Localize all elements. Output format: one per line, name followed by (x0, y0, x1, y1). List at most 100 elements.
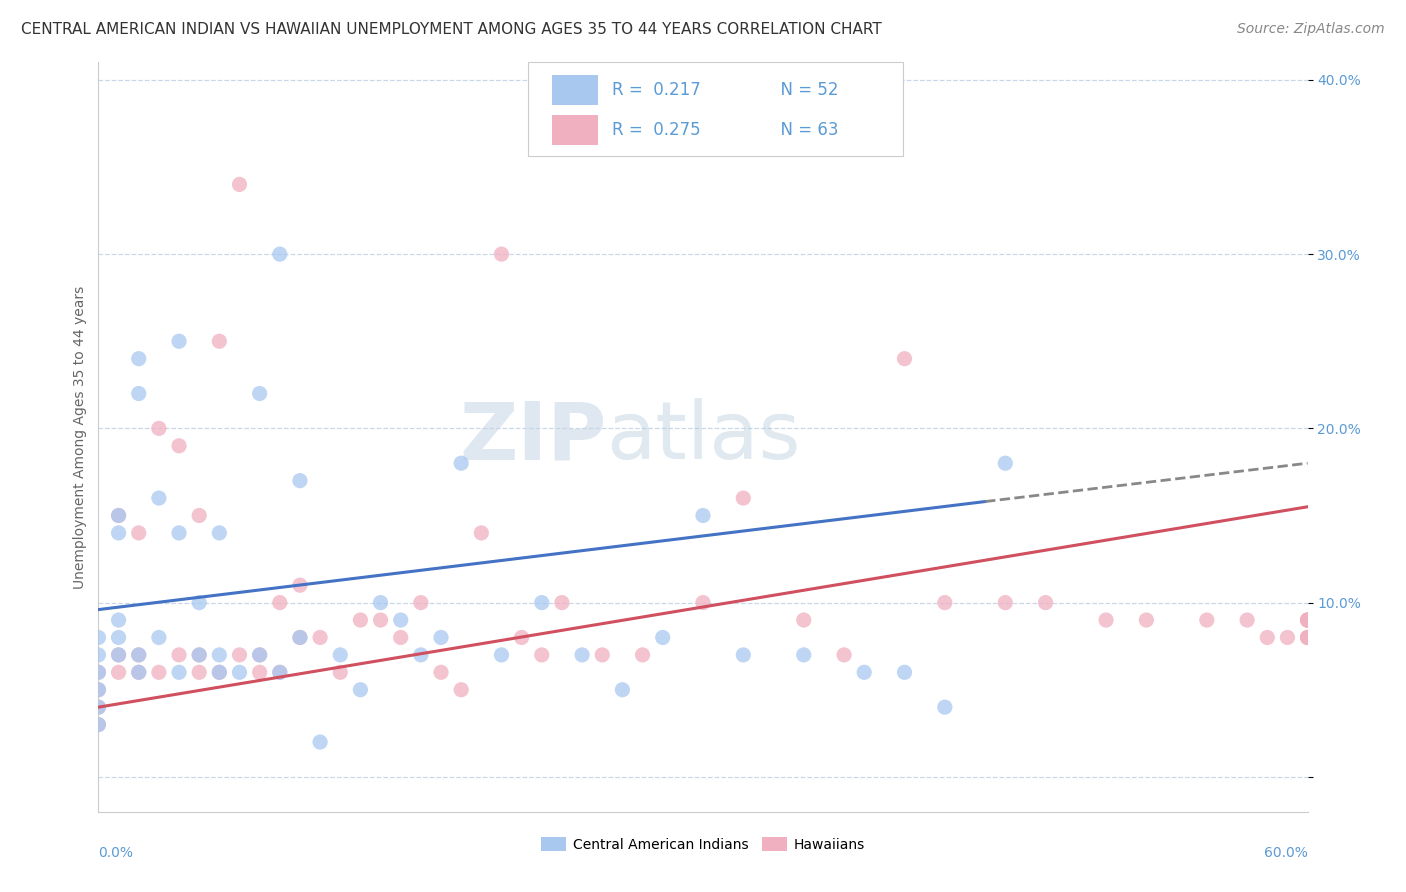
Point (208, 334, 231, 349)
Point (188, 648, 211, 662)
Point (269, 665, 291, 680)
FancyBboxPatch shape (527, 62, 903, 156)
Text: CENTRAL AMERICAN INDIAN VS HAWAIIAN UNEMPLOYMENT AMONG AGES 35 TO 44 YEARS CORRE: CENTRAL AMERICAN INDIAN VS HAWAIIAN UNEM… (21, 22, 882, 37)
Point (1195, 613, 1218, 627)
Point (87, 717, 110, 731)
Point (1296, 631, 1319, 645)
Point (329, 648, 352, 662)
Point (208, 525, 231, 540)
Point (128, 351, 150, 366)
Point (853, 665, 876, 680)
Point (87, 700, 110, 714)
Point (128, 386, 150, 401)
Point (208, 648, 231, 662)
Point (167, 525, 190, 540)
Bar (551, 115, 598, 145)
Point (551, 596, 574, 610)
Point (409, 596, 432, 610)
Point (370, 596, 392, 610)
Point (491, 648, 513, 662)
Point (269, 596, 291, 610)
Point (1256, 631, 1278, 645)
Point (107, 648, 129, 662)
Text: R =  0.275: R = 0.275 (613, 121, 702, 139)
Text: 60.0%: 60.0% (1264, 847, 1308, 861)
Point (167, 665, 190, 680)
Point (430, 631, 453, 645)
Point (269, 247, 291, 261)
Legend: Central American Indians, Hawaiians: Central American Indians, Hawaiians (536, 831, 870, 857)
Text: atlas: atlas (606, 398, 800, 476)
Point (934, 700, 956, 714)
Point (530, 648, 553, 662)
Point (249, 386, 271, 401)
Point (530, 596, 553, 610)
Point (450, 456, 472, 470)
Point (692, 596, 714, 610)
Point (832, 648, 855, 662)
Point (288, 474, 311, 488)
Point (148, 491, 170, 505)
Point (288, 631, 311, 645)
Point (793, 613, 815, 627)
Bar (551, 75, 598, 105)
Text: N = 63: N = 63 (769, 121, 838, 139)
Point (188, 596, 211, 610)
Point (934, 596, 956, 610)
Point (87, 682, 110, 697)
Point (107, 508, 129, 523)
Point (793, 648, 815, 662)
Point (148, 421, 170, 435)
Point (269, 665, 291, 680)
Point (389, 613, 412, 627)
Point (128, 648, 150, 662)
Text: N = 52: N = 52 (769, 81, 838, 99)
Point (1035, 596, 1057, 610)
Point (228, 665, 250, 680)
Text: 0.0%: 0.0% (98, 847, 134, 861)
Point (450, 682, 472, 697)
Y-axis label: Unemployment Among Ages 35 to 44 years: Unemployment Among Ages 35 to 44 years (73, 285, 87, 589)
Point (612, 682, 634, 697)
Point (208, 665, 231, 680)
Point (1296, 631, 1319, 645)
Point (329, 665, 352, 680)
Point (188, 508, 211, 523)
Point (128, 665, 150, 680)
Point (1296, 613, 1319, 627)
Point (167, 334, 190, 349)
Point (167, 439, 190, 453)
Point (1236, 613, 1258, 627)
Point (510, 631, 533, 645)
Point (893, 351, 915, 366)
Point (87, 682, 110, 697)
Point (107, 665, 129, 680)
Point (349, 613, 371, 627)
Point (87, 631, 110, 645)
Point (651, 631, 673, 645)
Point (1135, 613, 1157, 627)
Point (167, 648, 190, 662)
Point (733, 491, 755, 505)
Point (389, 631, 412, 645)
Point (1296, 613, 1319, 627)
Point (87, 648, 110, 662)
Point (107, 525, 129, 540)
Point (571, 648, 593, 662)
Point (128, 525, 150, 540)
Point (491, 247, 513, 261)
Point (128, 665, 150, 680)
Text: ZIP: ZIP (458, 398, 606, 476)
Point (994, 456, 1017, 470)
Point (309, 631, 332, 645)
Point (1296, 613, 1319, 627)
Point (249, 648, 271, 662)
Point (87, 665, 110, 680)
Point (107, 508, 129, 523)
Point (249, 648, 271, 662)
Point (188, 648, 211, 662)
Point (128, 648, 150, 662)
Text: Source: ZipAtlas.com: Source: ZipAtlas.com (1237, 22, 1385, 37)
Point (107, 613, 129, 627)
Point (430, 665, 453, 680)
